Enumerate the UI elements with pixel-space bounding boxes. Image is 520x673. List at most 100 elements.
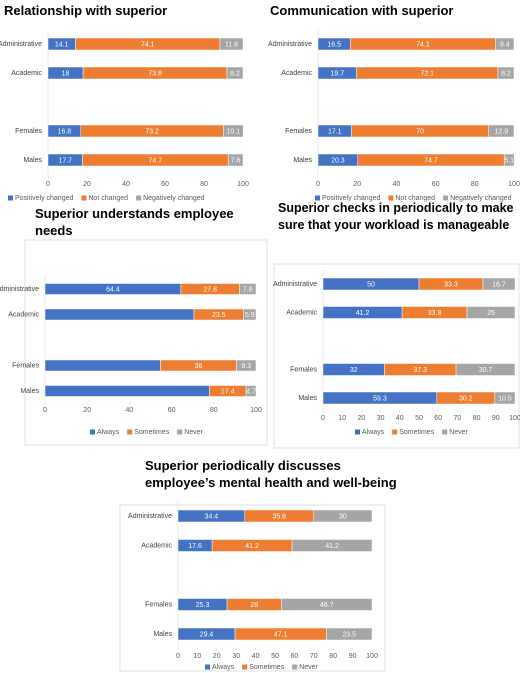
data-label: 5.1	[504, 157, 514, 164]
data-label: 9.3	[241, 363, 251, 370]
data-label: 5.9	[245, 312, 255, 319]
bar-segment	[44, 308, 195, 321]
x-tick-label: 80	[473, 415, 481, 422]
x-tick-label: 60	[161, 181, 169, 188]
bar-segment	[245, 385, 257, 397]
chart-panel: 0 20 40 60 80 100 Administrative 14.1 74.1 11.8 Ac…	[0, 0, 260, 212]
x-tick-label: 60	[434, 415, 442, 422]
legend-label: Not changed	[395, 195, 435, 202]
x-tick-label: 80	[210, 407, 218, 414]
data-label: 74.7	[149, 157, 163, 164]
bar-segment	[482, 277, 516, 291]
bar-segment	[291, 539, 373, 552]
x-tick-label: 40	[126, 407, 134, 414]
data-label: 23.5	[212, 312, 226, 319]
y-tick-label: Academic	[286, 309, 317, 316]
bar-segment	[243, 308, 257, 321]
bar-segment	[466, 306, 516, 319]
plot-frame	[273, 263, 520, 449]
chart: 0 20 40 60 80 100 Administrative 16.5 74.1 9.4 Aca…	[268, 29, 520, 202]
x-tick-label: 20	[83, 181, 91, 188]
legend-swatch	[242, 664, 248, 670]
y-tick-label: Females	[145, 601, 172, 608]
data-label: 34.4	[205, 513, 219, 520]
data-label: 72.1	[420, 70, 434, 77]
legend-label: Always	[362, 429, 385, 436]
legend-label: Negatively changed	[143, 195, 205, 202]
data-label: 11.8	[225, 41, 238, 48]
legend-label: Always	[212, 664, 235, 671]
bar-segment	[239, 283, 257, 295]
legend-label: Always	[97, 429, 120, 436]
bar-segment	[223, 124, 244, 138]
bar-segment	[236, 359, 257, 372]
data-label: 12.9	[495, 128, 509, 135]
y-tick-label: Males	[298, 395, 317, 402]
legend-swatch	[388, 195, 394, 201]
x-tick-label: 0	[176, 653, 180, 660]
data-label: 30.7	[479, 367, 493, 374]
x-tick-label: 10	[338, 415, 346, 422]
legend-swatch	[392, 429, 398, 435]
data-label: 37.3	[413, 367, 427, 374]
x-tick-label: 40	[252, 653, 260, 660]
x-tick-label: 40	[396, 415, 404, 422]
data-label: 41.2	[356, 310, 370, 317]
data-label: 64.4	[106, 286, 120, 293]
x-tick-label: 0	[43, 407, 47, 414]
bar-segment	[313, 509, 373, 523]
legend-swatch	[292, 664, 298, 670]
legend-label: Positively changed	[322, 195, 380, 202]
x-tick-label: 0	[316, 181, 320, 188]
legend-swatch	[442, 429, 448, 435]
x-tick-label: 100	[250, 407, 262, 414]
legend-swatch	[205, 664, 210, 670]
data-label: 17.7	[58, 157, 72, 164]
x-tick-label: 20	[353, 181, 361, 188]
x-tick-label: 70	[454, 415, 462, 422]
y-tick-label: Administrative	[128, 513, 172, 520]
plot-frame	[24, 239, 268, 446]
data-label: 7.6	[231, 157, 241, 164]
data-label: 8.2	[230, 70, 240, 77]
data-label: 4.7	[246, 388, 256, 395]
data-label: 30.2	[459, 395, 473, 402]
bar-segment	[494, 391, 516, 405]
chart: 0 10 20 30 40 50 60 70 80 90 100 Administrative 50 33…	[273, 263, 520, 449]
x-tick-label: 70	[310, 653, 318, 660]
y-tick-label: Females	[285, 128, 312, 135]
bar-segment	[495, 37, 515, 51]
x-tick-label: 100	[237, 181, 249, 188]
data-label: 9.4	[500, 41, 510, 48]
data-label: 17.1	[328, 128, 342, 135]
data-label: 73.8	[148, 70, 162, 77]
data-label: 41.2	[325, 543, 339, 550]
bar-segment	[44, 385, 210, 397]
data-label: 33.8	[428, 310, 442, 317]
legend-swatch	[177, 429, 183, 435]
x-tick-label: 60	[432, 181, 440, 188]
data-label: 28	[250, 602, 258, 609]
legend-swatch	[355, 429, 360, 435]
data-label: 41.2	[245, 543, 259, 550]
data-label: 16.7	[492, 281, 506, 288]
chart-title: Communication with superior	[270, 3, 454, 18]
data-label: 23.5	[342, 631, 356, 638]
legend-swatch	[81, 195, 87, 201]
x-tick-label: 30	[232, 653, 240, 660]
data-label: 27.8	[203, 286, 217, 293]
data-label: 20.3	[331, 157, 345, 164]
data-label: 30	[339, 513, 347, 520]
y-tick-label: Males	[293, 157, 312, 164]
data-label: 16.8	[58, 128, 72, 135]
chart: 0 20 40 60 80 100 Administrative 14.1 74.1 11.8 Ac…	[0, 29, 249, 202]
bar-segment	[226, 66, 244, 80]
y-tick-label: Administrative	[0, 286, 39, 293]
y-tick-label: Females	[12, 362, 39, 369]
data-label: 7.8	[243, 286, 253, 293]
data-label: 50	[367, 281, 375, 288]
y-tick-label: Administrative	[268, 41, 312, 48]
bar-segment	[503, 153, 515, 167]
legend-label: Never	[449, 429, 468, 436]
